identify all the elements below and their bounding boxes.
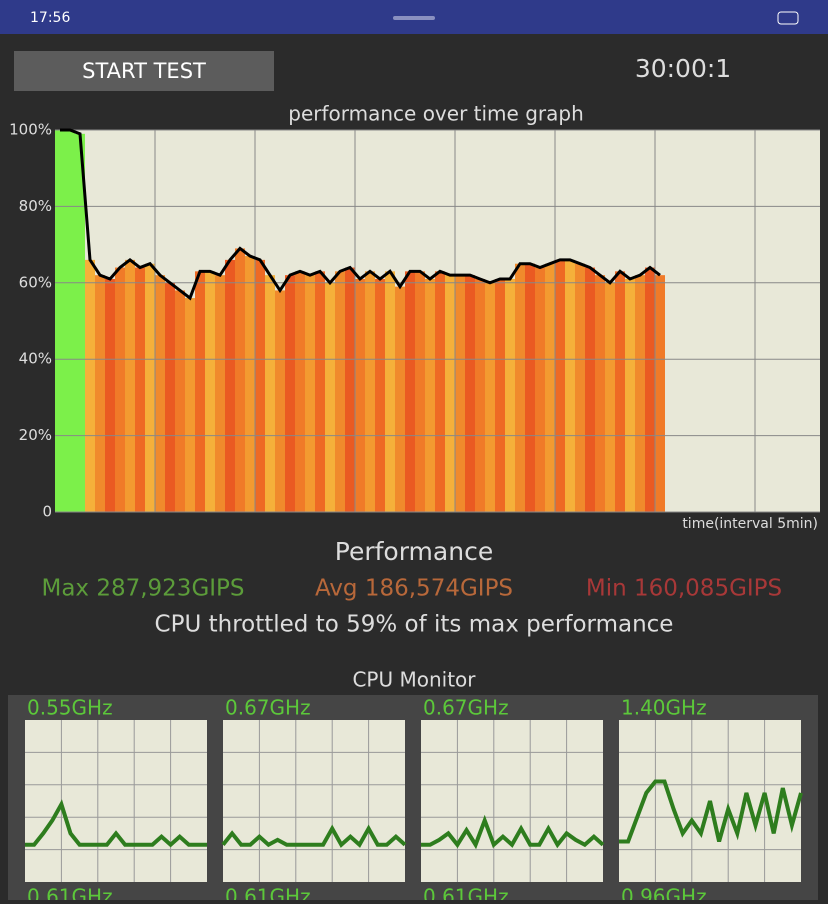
avg-value: Avg 186,574GIPS [315, 576, 513, 602]
heat-bar [405, 271, 415, 512]
heat-bar [635, 275, 645, 512]
start-button[interactable] [14, 51, 274, 91]
heat-bar [85, 259, 95, 512]
monitor-title: CPU Monitor [352, 668, 476, 692]
heat-bar [475, 278, 485, 512]
y-tick-label: 40% [19, 350, 52, 368]
heat-bar [445, 275, 455, 512]
heat-bar [375, 278, 385, 512]
status-time: 17:56 [30, 10, 70, 26]
battery-icon [777, 11, 799, 25]
heat-bar [355, 278, 365, 512]
core-plot [223, 720, 405, 882]
heat-bar [95, 275, 105, 512]
heat-bar [605, 282, 615, 512]
heat-bar [165, 282, 175, 512]
y-tick-label: 100% [9, 121, 52, 139]
core-freq: 0.67GHz [225, 696, 311, 720]
core-freq: 0.67GHz [423, 696, 509, 720]
start-button-label[interactable]: START TEST [82, 59, 206, 83]
heat-bar [205, 271, 215, 512]
heat-bar [505, 278, 515, 512]
min-value: Min 160,085GIPS [586, 576, 782, 602]
heat-bar [395, 286, 405, 512]
heat-bar [595, 275, 605, 512]
heat-bar [155, 275, 165, 512]
heat-bar [215, 275, 225, 512]
heat-bar [535, 267, 545, 512]
heat-bar [515, 263, 525, 512]
heat-bar [225, 259, 235, 512]
heat-bar [245, 256, 255, 512]
throttle-note: CPU throttled to 59% of its max performa… [155, 612, 674, 638]
notch-handle [393, 16, 435, 20]
heat-bar [125, 259, 135, 512]
heat-bar [115, 267, 125, 512]
core-plot [421, 720, 603, 882]
y-tick-label: 80% [19, 197, 52, 215]
heat-bar [655, 275, 665, 512]
core-freq: 1.40GHz [621, 696, 707, 720]
y-tick-label: 0 [42, 503, 52, 521]
heat-bar [645, 267, 655, 512]
heat-bar [255, 259, 265, 512]
heat-bar [585, 267, 595, 512]
heat-bar [625, 278, 635, 512]
heat-bar [305, 275, 315, 512]
core-line [221, 824, 407, 848]
core-plot [25, 720, 207, 882]
heat-bar [335, 271, 345, 512]
heat-bar [465, 275, 475, 512]
heat-bar [435, 271, 445, 512]
core-line [421, 814, 605, 850]
heat-bar [555, 259, 565, 512]
heat-bar [295, 271, 305, 512]
y-tick-label: 60% [19, 273, 52, 291]
heat-bar [185, 298, 195, 512]
max-value: Max 287,923GIPS [41, 576, 244, 602]
core-low-freq: 0.61GHz [225, 885, 311, 901]
heat-bar [275, 290, 285, 512]
summary-title: Performance [335, 537, 493, 566]
heat-bar [55, 130, 65, 512]
heat-bar [175, 290, 185, 512]
heat-bar [575, 263, 585, 512]
y-tick-label: 20% [19, 426, 52, 444]
heat-bar [315, 271, 325, 512]
core-low-freq: 0.61GHz [423, 885, 509, 901]
heat-bar [135, 267, 145, 512]
heat-bar [65, 130, 75, 512]
x-axis-label: time(interval 5min) [682, 516, 818, 532]
heat-bar [615, 271, 625, 512]
heat-bar [455, 275, 465, 512]
heat-bar [105, 278, 115, 512]
heat-bar [425, 278, 435, 512]
timer: 30:00:1 [635, 54, 731, 83]
heat-bar [345, 267, 355, 512]
heat-bar [545, 263, 555, 512]
heat-bar [385, 271, 395, 512]
heat-bar [235, 248, 245, 513]
core-low-freq: 0.61GHz [27, 885, 113, 901]
heat-bar [365, 271, 375, 512]
heat-bar [525, 263, 535, 512]
core-low-freq: 0.96GHz [621, 885, 707, 901]
core-line [619, 779, 803, 844]
heat-bar [75, 133, 85, 512]
heat-bar [325, 282, 335, 512]
core-line [25, 799, 207, 848]
heat-bar [145, 263, 155, 512]
performance-line [60, 128, 661, 301]
graph-title: performance over time graph [288, 102, 584, 126]
heat-bar [265, 275, 275, 512]
heat-bar [195, 271, 205, 512]
heat-bar [285, 275, 295, 512]
heat-bar [495, 278, 505, 512]
heat-bar [485, 282, 495, 512]
heat-bar [415, 271, 425, 512]
heat-bar [565, 259, 575, 512]
core-freq: 0.55GHz [27, 696, 113, 720]
